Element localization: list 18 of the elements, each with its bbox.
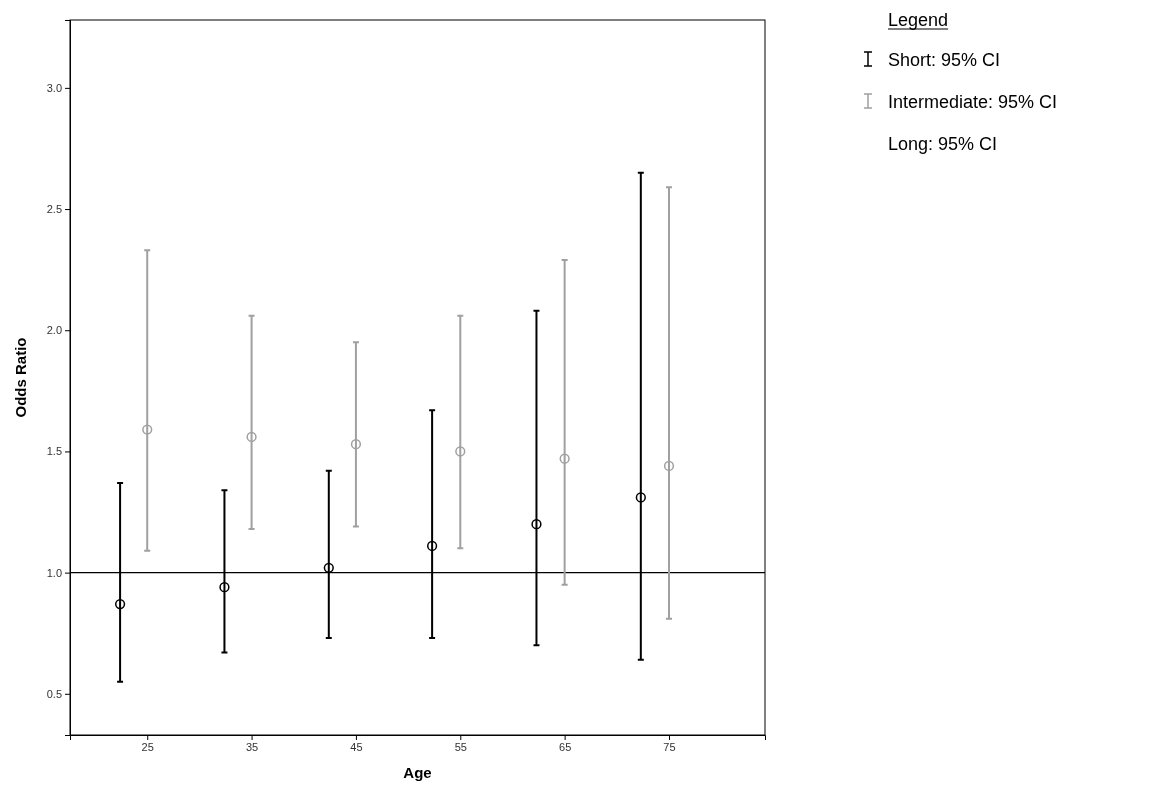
x-tick-label: 55 (454, 740, 467, 753)
y-tick-label: 3.0 (46, 81, 62, 94)
x-tick-label: 65 (559, 740, 572, 753)
legend-label: Short: 95% CI (888, 50, 1001, 70)
y-tick-label: 1.0 (46, 566, 62, 579)
x-tick-label: 25 (141, 740, 154, 753)
x-axis-title: Age (403, 764, 432, 781)
y-tick-label: 1.5 (46, 445, 62, 458)
text: Long: 95% CI (888, 134, 998, 154)
y-tick-label: 2.0 (46, 324, 62, 337)
y-axis-title: Odds Ratio (12, 337, 29, 418)
y-tick-label: 0.5 (46, 687, 62, 700)
x-tick-label: 45 (350, 740, 363, 753)
x-tick-label: 35 (245, 740, 259, 753)
legend-label: Intermediate: 95% CI (888, 92, 1058, 112)
legend-title: Legend (888, 10, 949, 30)
y-tick-label: 2.5 (46, 203, 62, 216)
x-tick-label: 75 (663, 740, 676, 753)
